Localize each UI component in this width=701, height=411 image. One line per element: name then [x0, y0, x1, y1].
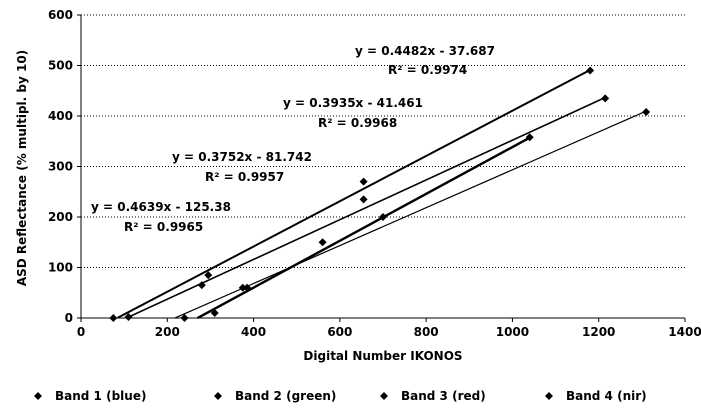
legend-marker — [545, 392, 553, 400]
legend-marker — [214, 392, 222, 400]
data-point-series-2 — [124, 312, 133, 321]
data-point-series-3 — [379, 213, 387, 221]
trendline-series-2 — [125, 96, 606, 319]
y-tick-label: 200 — [48, 210, 73, 224]
trendline-r2: R² = 0.9968 — [318, 116, 397, 130]
data-point-series-4 — [210, 308, 219, 317]
y-tick-label: 400 — [48, 109, 73, 123]
trendline-r2: R² = 0.9974 — [388, 63, 467, 77]
trendline-series-4 — [196, 136, 531, 320]
legend-marker — [34, 392, 42, 400]
x-tick-label: 200 — [155, 325, 180, 339]
y-tick-label: 100 — [48, 261, 73, 275]
data-point-series-2 — [601, 94, 610, 103]
trendlines — [117, 69, 647, 320]
trendline-series-3 — [174, 110, 647, 319]
legend-label: Band 4 (nir) — [566, 389, 647, 403]
trendline-equation: y = 0.3752x - 81.742 — [172, 150, 312, 164]
x-tick-label: 800 — [414, 325, 439, 339]
y-axis-title: ASD Reflectance (% multipl. by 10) — [15, 50, 29, 286]
data-point-series-4 — [243, 283, 252, 292]
data-point-series-2 — [197, 281, 206, 290]
data-points — [109, 66, 651, 322]
data-point-series-1 — [586, 66, 595, 75]
data-point-series-1 — [204, 271, 213, 280]
x-tick-label: 1000 — [496, 325, 529, 339]
data-point-series-3 — [109, 314, 118, 322]
trendline-equation: y = 0.4639x - 125.38 — [91, 200, 231, 214]
data-point-series-3 — [238, 283, 247, 292]
y-tick-label: 600 — [48, 8, 73, 22]
legend-marker — [380, 392, 388, 400]
data-point-series-4 — [180, 314, 189, 322]
x-tick-label: 1400 — [668, 325, 701, 339]
trendline-r2: R² = 0.9957 — [205, 170, 284, 184]
legend-label: Band 1 (blue) — [55, 389, 146, 403]
data-point-series-4 — [525, 133, 534, 142]
x-tick-label: 400 — [241, 325, 266, 339]
data-point-series-4 — [318, 238, 327, 247]
trendline-equation: y = 0.4482x - 37.687 — [355, 44, 495, 58]
equation-annotations: y = 0.4482x - 37.687 R² = 0.9974 y = 0.393… — [91, 44, 495, 234]
y-tick-label: 0 — [65, 311, 73, 325]
legend-label: Band 2 (green) — [235, 389, 336, 403]
x-tick-label: 600 — [327, 325, 352, 339]
data-point-series-1 — [359, 177, 368, 186]
y-tick-label: 300 — [48, 160, 73, 174]
trendline-equation: y = 0.3935x - 41.461 — [283, 96, 423, 110]
x-tick-label: 1200 — [582, 325, 615, 339]
x-tick-label: 0 — [77, 325, 85, 339]
trendline-series-1 — [117, 69, 591, 319]
y-tick-label: 500 — [48, 59, 73, 73]
legend: Band 1 (blue) Band 2 (green) Band 3 (red) B… — [34, 389, 647, 403]
tick-labels: 0 100 200 300 400 500 600 0 200 400 600 800 1000 1200… — [48, 8, 701, 339]
data-point-series-2 — [359, 195, 368, 204]
data-point-series-3 — [642, 107, 651, 116]
legend-label: Band 3 (red) — [401, 389, 486, 403]
x-axis-title: Digital Number IKONOS — [303, 349, 462, 363]
trendline-r2: R² = 0.9965 — [124, 220, 203, 234]
